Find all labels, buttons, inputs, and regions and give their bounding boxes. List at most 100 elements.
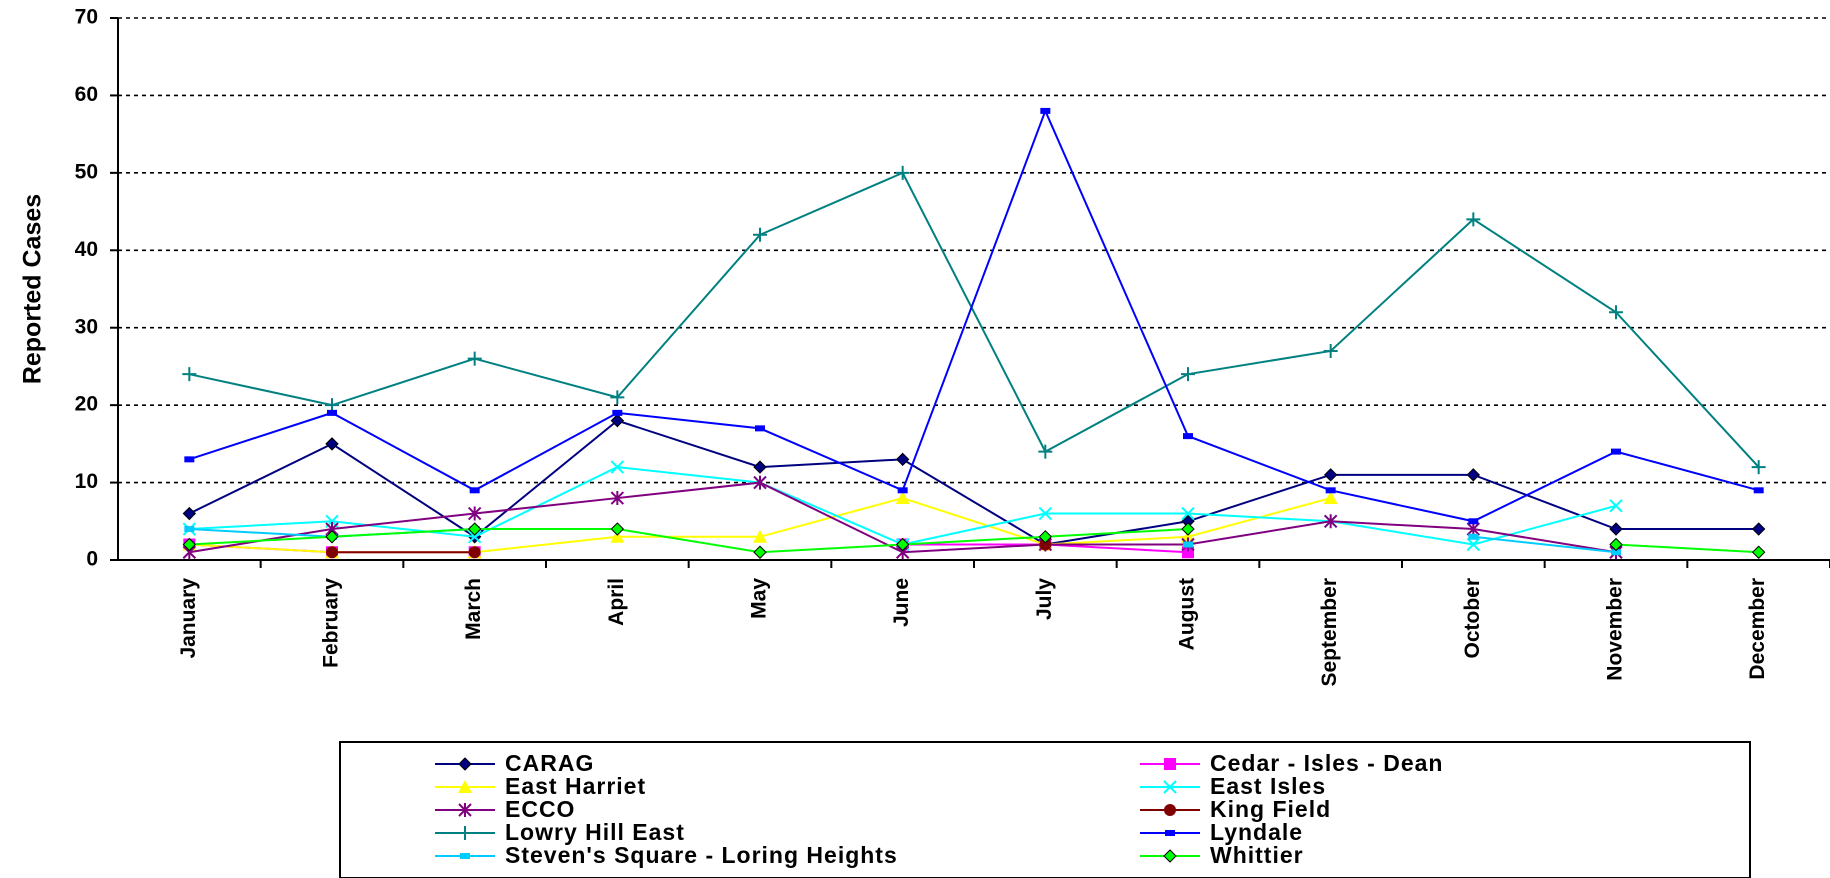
series-lyndale [184,107,1764,525]
series-line-steven-s-square-loring-heights [1473,535,1617,554]
data-point-east-isles [1466,537,1481,552]
x-tick-label: September [1318,578,1341,687]
legend-item-cedar-isles-dean: Cedar - Isles - Dean [1140,750,1443,776]
data-point-king-field [468,546,481,559]
x-tick-labels: January February March April May June July Augu… [177,560,1830,687]
data-point-whittier [325,530,339,544]
data-point-lyndale [1611,448,1621,455]
data-point-lyndale [1325,487,1336,494]
data-point-whittier [1751,545,1766,559]
legend-item-lowry-hill-east: Lowry Hill East [435,819,685,845]
grid-lines [110,17,1830,561]
x-tick-label: June [890,578,913,627]
x-tick-label: March [462,578,485,640]
data-point-whittier [753,545,767,559]
y-tick-labels: 0 10 20 30 40 50 60 70 [75,6,98,571]
data-point-lowry-hill-east [1609,305,1623,320]
data-point-lowry-hill-east [895,165,910,180]
legend-label: East Isles [1210,773,1326,799]
series-group [182,107,1766,560]
legend-label: Steven's Square - Loring Heights [505,842,898,868]
data-point-east-harriet [1181,529,1195,543]
data-point-east-harriet [610,529,625,543]
x-tick-label: August [1176,578,1199,650]
legend-item-lyndale: Lyndale [1140,819,1303,845]
legend-marker-east-isles [1163,780,1177,794]
legend-label: Lyndale [1210,819,1303,845]
data-point-ecco [467,506,482,521]
data-point-east-isles [1609,499,1623,513]
legend-item-east-isles: East Isles [1140,773,1326,799]
legend-marker-lyndale [1165,830,1175,836]
data-point-carag [1466,468,1481,482]
x-tick-label: January [177,578,200,659]
legend-marker-east-harriet [458,780,472,793]
legend-item-east-harriet: East Harriet [435,773,646,799]
x-tick-label: February [320,578,343,668]
data-point-lowry-hill-east [1038,444,1053,459]
y-tick-label: 30 [75,315,98,338]
data-point-steven-s-square-loring-heights [1183,541,1193,548]
series-king-field [326,538,1052,559]
legend-label: King Field [1210,796,1331,822]
data-point-lyndale [755,425,765,432]
series-carag [182,413,1766,552]
y-axis-label: Reported Cases [19,194,47,384]
legend-box [339,741,1751,878]
series-line-lowry-hill-east [189,171,1760,468]
data-point-east-isles [467,530,482,544]
x-tick-label: November [1604,578,1627,681]
data-point-cedar-isles-dean [1182,546,1194,559]
data-point-ecco [610,491,625,506]
legend-item-whittier: Whittier [1140,842,1304,868]
legend: CARAG Cedar - Isles - Dean East Harriet Eas… [339,741,1751,878]
data-point-ecco [1466,522,1481,537]
legend-item-carag: CARAG [435,750,594,776]
data-point-whittier [1038,530,1053,544]
data-point-lowry-hill-east [753,227,767,242]
legend-label: ECCO [505,796,575,822]
data-point-east-isles [1181,506,1195,521]
data-point-king-field [326,546,338,559]
data-point-lyndale [327,409,337,416]
legend-marker-carag [458,757,472,771]
data-point-whittier [610,522,625,536]
legend-marker-king-field [1164,804,1176,816]
data-point-lowry-hill-east [182,367,197,382]
data-point-steven-s-square-loring-heights [184,526,195,533]
data-point-carag [1323,468,1338,482]
legend-label: Whittier [1210,842,1304,868]
series-line-lyndale [189,108,1759,523]
data-point-whittier [895,537,910,552]
legend-label: CARAG [505,750,594,776]
data-point-whittier [182,537,197,552]
series-line-whittier [1615,543,1759,554]
data-point-east-harriet [753,529,767,543]
legend-marker-whittier [1163,849,1177,863]
data-point-carag [1609,522,1623,536]
data-point-steven-s-square-loring-heights [1468,533,1479,540]
series-line-whittier [189,528,1189,554]
x-tick-label: May [748,578,771,619]
legend-label: East Harriet [505,773,646,799]
x-tick-label: July [1033,578,1056,620]
data-point-carag [1751,522,1766,536]
legend-item-steven-s-square-loring-heights: Steven's Square - Loring Heights [435,842,898,868]
y-tick-label: 70 [75,6,98,29]
axes [117,18,1830,561]
legend-marker-lowry-hill-east [458,826,472,840]
y-tick-label: 0 [86,548,98,571]
y-tick-label: 40 [75,238,98,261]
x-tick-label: October [1461,578,1484,659]
legend-label: Lowry Hill East [505,819,685,845]
data-point-east-isles [610,460,625,474]
data-point-lyndale [1040,107,1051,114]
data-point-carag [895,452,910,467]
data-point-ecco [1323,514,1338,529]
data-point-whittier [1181,522,1195,536]
legend-label: Cedar - Isles - Dean [1210,750,1443,776]
data-point-lowry-hill-east [1181,367,1195,382]
data-point-whittier [467,522,482,536]
data-point-lowry-hill-east [325,398,339,413]
data-point-lyndale [1753,487,1764,494]
